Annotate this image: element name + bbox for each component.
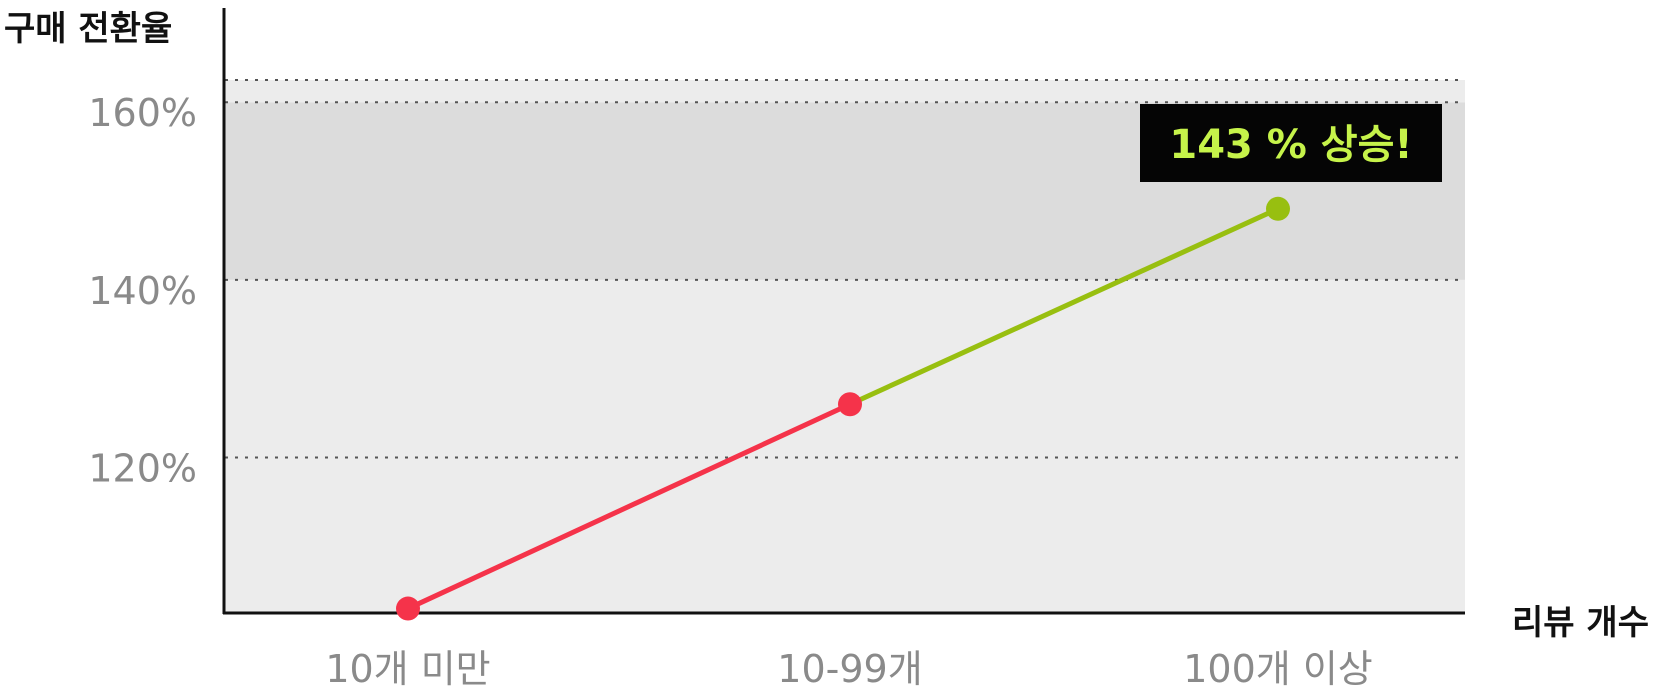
x-tick-label: 10-99개 <box>777 647 922 691</box>
y-tick-labels: 120% 140% 160% <box>88 91 197 490</box>
x-tick-labels: 10개 미만 10-99개 100개 이상 <box>325 647 1372 691</box>
gridlines <box>225 79 1465 459</box>
x-axis-title: 리뷰 개수 <box>1512 603 1649 643</box>
callout-background <box>1140 104 1442 182</box>
data-point <box>838 392 862 417</box>
axes <box>222 8 1465 615</box>
line-segment <box>405 401 853 612</box>
y-tick-label: 140% <box>88 269 197 313</box>
x-tick-label: 10개 미만 <box>325 647 490 691</box>
y-tick-label: 160% <box>88 91 197 135</box>
growth-callout: 143 % 상승! <box>1140 104 1442 182</box>
background-band <box>225 279 1465 458</box>
data-points <box>396 196 1290 621</box>
background-band <box>225 80 1465 103</box>
background-band <box>225 457 1465 613</box>
background-bands <box>225 80 1465 613</box>
callout-text: 143 % 상승! <box>1169 122 1412 168</box>
line-segment <box>847 206 1281 407</box>
series-line <box>405 206 1281 612</box>
y-tick-label: 120% <box>88 447 197 491</box>
data-point <box>1266 196 1290 221</box>
data-point <box>396 596 420 621</box>
x-tick-label: 100개 이상 <box>1183 647 1373 691</box>
y-axis-title: 구매 전환율 <box>4 9 172 49</box>
